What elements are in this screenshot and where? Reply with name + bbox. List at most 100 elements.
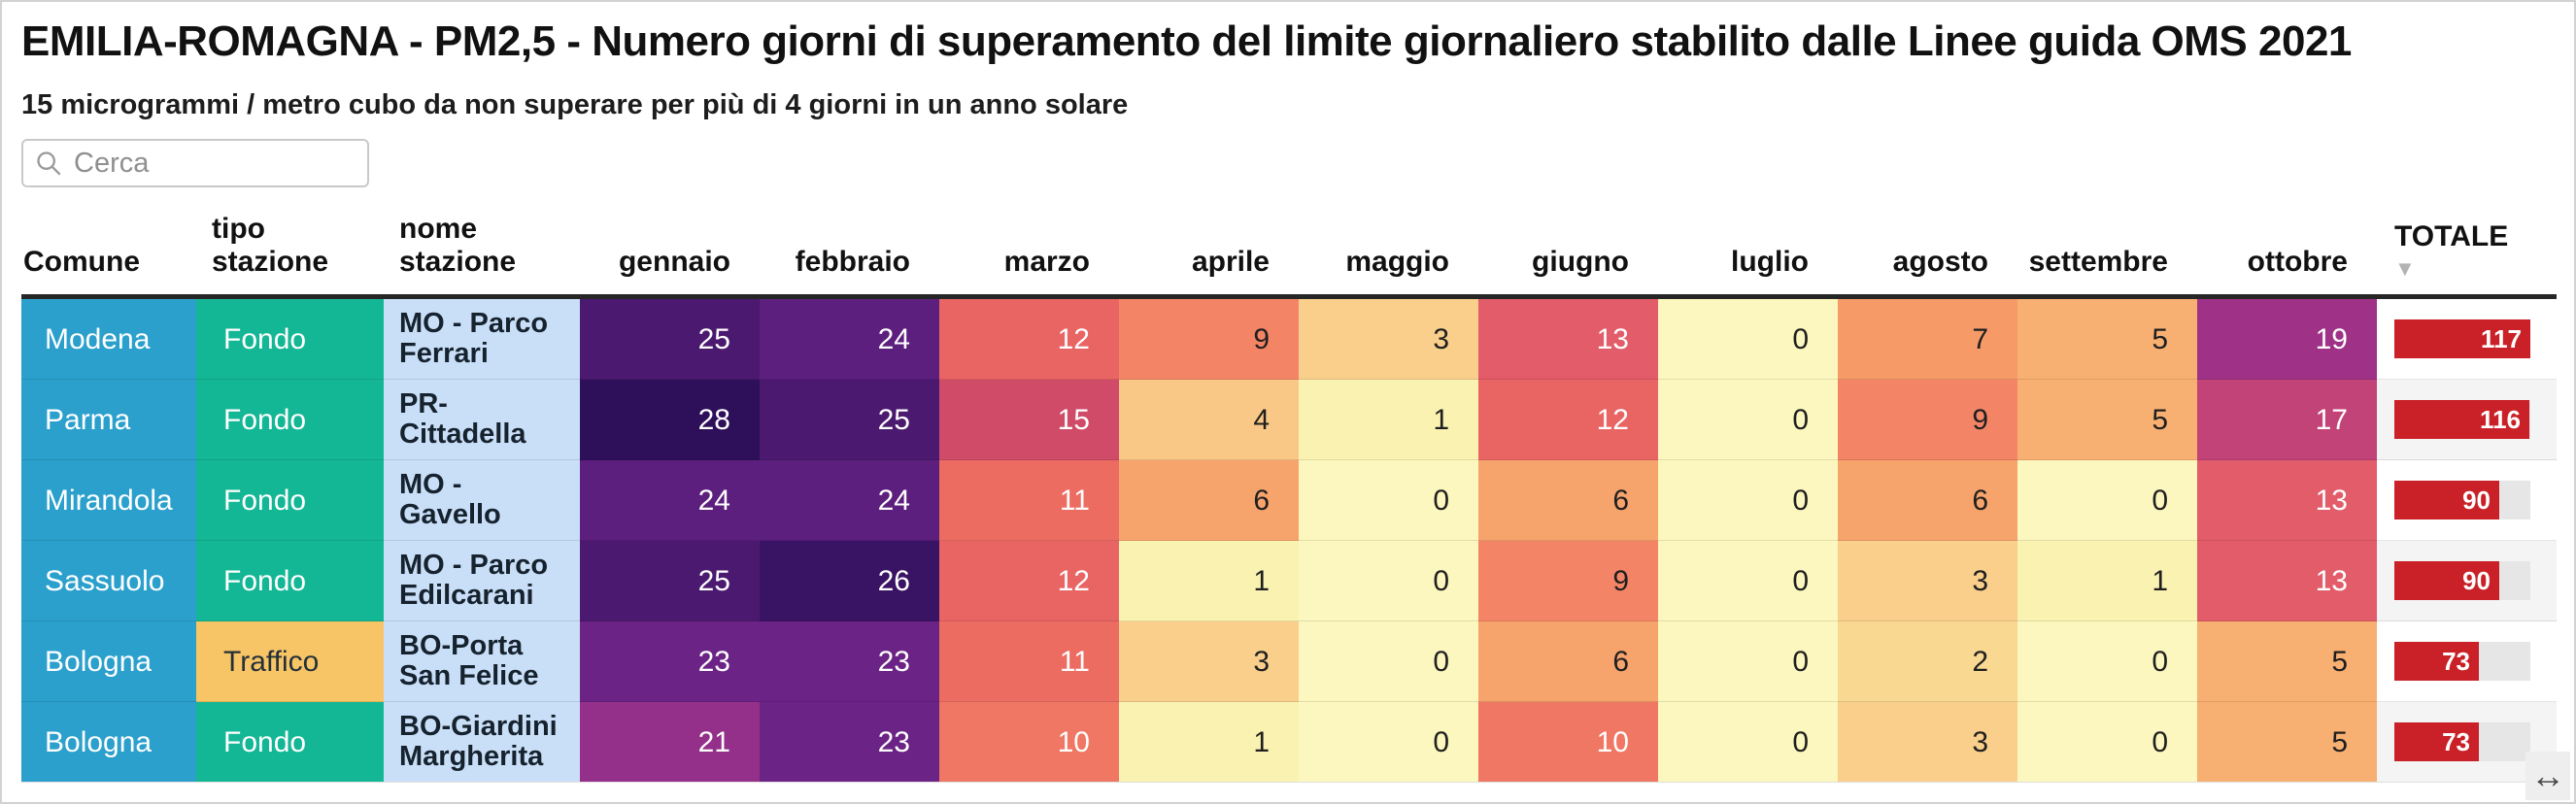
table-body: Modena Fondo MO - Parco Ferrari 25 24 12 9 3 13 0…	[21, 296, 2557, 783]
page-title: EMILIA-ROMAGNA - PM2,5 - Numero giorni d…	[21, 17, 2352, 65]
totale-bar: 73	[2394, 722, 2479, 761]
month-value-cell: 23	[580, 620, 760, 702]
month-value-cell: 25	[580, 296, 760, 380]
tipo-stazione-cell: Fondo	[196, 459, 384, 541]
month-value-cell: 23	[760, 701, 939, 783]
month-value-cell: 0	[1658, 540, 1838, 621]
table-row: Modena Fondo MO - Parco Ferrari 25 24 12 9 3 13 0…	[21, 296, 2557, 380]
month-value-cell: 9	[1119, 296, 1299, 380]
tipo-stazione-cell: Fondo	[196, 540, 384, 621]
month-value-cell: 0	[2017, 701, 2197, 783]
month-value-cell: 3	[1299, 296, 1478, 380]
totale-bar: 73	[2394, 642, 2479, 681]
comune-cell: Sassuolo	[21, 540, 196, 621]
month-value-cell: 0	[1299, 620, 1478, 702]
month-value-cell: 23	[760, 620, 939, 702]
comune-cell: Bologna	[21, 701, 196, 783]
comune-cell: Mirandola	[21, 459, 196, 541]
col-header-month[interactable]: gennaio	[580, 213, 760, 299]
totale-value: 117	[2481, 323, 2522, 353]
totale-value: 90	[2462, 485, 2491, 515]
search-icon	[37, 151, 61, 176]
month-value-cell: 13	[2197, 459, 2377, 541]
nome-stazione-cell: MO - Gavello	[384, 459, 580, 541]
totale-cell: 117	[2377, 296, 2557, 380]
search-box[interactable]	[21, 139, 369, 187]
totale-cell: 116	[2377, 379, 2557, 460]
nome-stazione-cell: MO - Parco Edilcarani	[384, 540, 580, 621]
month-value-cell: 6	[1478, 620, 1658, 702]
comune-cell: Bologna	[21, 620, 196, 702]
month-value-cell: 3	[1838, 540, 2017, 621]
month-value-cell: 13	[1478, 296, 1658, 380]
totale-value: 73	[2442, 646, 2470, 676]
data-table: Comune tipo stazione nome stazione genna…	[21, 213, 2557, 783]
col-header-month[interactable]: marzo	[939, 213, 1119, 299]
month-value-cell: 11	[939, 620, 1119, 702]
month-value-cell: 1	[1119, 701, 1299, 783]
col-header-month[interactable]: luglio	[1658, 213, 1838, 299]
table-row: Mirandola Fondo MO - Gavello 24 24 11 6 0 6 0 6 0 13…	[21, 459, 2557, 541]
month-value-cell: 25	[580, 540, 760, 621]
month-value-cell: 0	[1658, 620, 1838, 702]
month-value-cell: 0	[1299, 459, 1478, 541]
col-header-month[interactable]: giugno	[1478, 213, 1658, 299]
month-value-cell: 24	[580, 459, 760, 541]
month-value-cell: 3	[1119, 620, 1299, 702]
table-row: Parma Fondo PR-Cittadella 28 25 15 4 1 12 0 9 5 17 11…	[21, 379, 2557, 460]
resize-handle-icon[interactable]: ↔	[2525, 752, 2570, 800]
month-value-cell: 13	[2197, 540, 2377, 621]
month-value-cell: 0	[1658, 701, 1838, 783]
month-value-cell: 7	[1838, 296, 2017, 380]
col-header-totale[interactable]: TOTALE ▼	[2377, 213, 2557, 299]
month-value-cell: 0	[1658, 459, 1838, 541]
month-value-cell: 6	[1478, 459, 1658, 541]
col-header-nome-stazione[interactable]: nome stazione	[384, 213, 580, 299]
totale-bar-track: 73	[2394, 642, 2530, 681]
month-value-cell: 2	[1838, 620, 2017, 702]
totale-bar-track: 116	[2394, 400, 2530, 439]
month-value-cell: 1	[1119, 540, 1299, 621]
col-header-month[interactable]: febbraio	[760, 213, 939, 299]
month-value-cell: 10	[1478, 701, 1658, 783]
month-value-cell: 5	[2197, 620, 2377, 702]
totale-bar-track: 90	[2394, 561, 2530, 600]
nome-stazione-cell: BO-Giardini Margherita	[384, 701, 580, 783]
totale-bar-track: 117	[2394, 319, 2530, 358]
month-value-cell: 28	[580, 379, 760, 460]
col-header-tipo-stazione[interactable]: tipo stazione	[196, 213, 384, 299]
search-input[interactable]	[74, 147, 356, 180]
comune-cell: Parma	[21, 379, 196, 460]
col-header-month[interactable]: ottobre	[2197, 213, 2377, 299]
sort-descending-icon: ▼	[2394, 256, 2416, 281]
col-header-month[interactable]: agosto	[1838, 213, 2017, 299]
header-row: Comune tipo stazione nome stazione genna…	[21, 213, 2557, 299]
col-header-month[interactable]: maggio	[1299, 213, 1478, 299]
month-value-cell: 0	[1658, 379, 1838, 460]
month-value-cell: 0	[1658, 296, 1838, 380]
totale-cell: 73	[2377, 701, 2557, 783]
col-header-comune[interactable]: Comune	[21, 213, 196, 299]
month-value-cell: 6	[1119, 459, 1299, 541]
month-value-cell: 4	[1119, 379, 1299, 460]
month-value-cell: 19	[2197, 296, 2377, 380]
nome-stazione-cell: PR-Cittadella	[384, 379, 580, 460]
totale-bar: 117	[2394, 319, 2530, 358]
month-value-cell: 11	[939, 459, 1119, 541]
nome-stazione-cell: MO - Parco Ferrari	[384, 296, 580, 380]
col-header-month[interactable]: aprile	[1119, 213, 1299, 299]
tipo-stazione-cell: Traffico	[196, 620, 384, 702]
tipo-stazione-cell: Fondo	[196, 296, 384, 380]
month-value-cell: 17	[2197, 379, 2377, 460]
month-value-cell: 5	[2017, 379, 2197, 460]
totale-label: TOTALE	[2394, 220, 2509, 252]
totale-bar-track: 90	[2394, 481, 2530, 519]
totale-value: 90	[2462, 565, 2491, 595]
totale-bar-track: 73	[2394, 722, 2530, 761]
page-subtitle: 15 microgrammi / metro cubo da non super…	[21, 89, 1129, 120]
table-row: Bologna Traffico BO-Porta San Felice 23 23 11…	[21, 620, 2557, 702]
col-header-month[interactable]: settembre	[2017, 213, 2197, 299]
month-value-cell: 15	[939, 379, 1119, 460]
month-value-cell: 21	[580, 701, 760, 783]
